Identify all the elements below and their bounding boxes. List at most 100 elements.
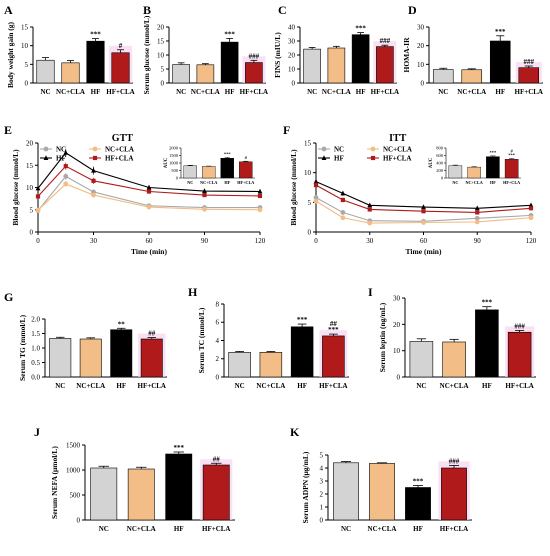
x-tick-label: HF xyxy=(225,88,235,96)
data-point xyxy=(474,215,480,221)
x-tick-label: NC xyxy=(55,382,65,390)
data-point xyxy=(321,155,327,160)
data-point xyxy=(202,188,207,194)
data-point xyxy=(421,204,426,210)
x-tick-label: NC xyxy=(416,382,426,390)
legend-label: HF xyxy=(56,155,66,163)
y-tick-label: 10 xyxy=(288,65,296,73)
y-tick-label: 30 xyxy=(417,23,425,31)
y-tick-label: 30 xyxy=(288,37,296,45)
x-tick-label: NC+CLA xyxy=(322,88,351,96)
y-tick-label: 10 xyxy=(304,169,312,177)
inset-chart: 0 500 1000 1500 2000 NC NC+CLA *** HF # HF+CLA AUC xyxy=(159,140,259,186)
series-line xyxy=(37,152,261,193)
data-point xyxy=(63,149,69,155)
data-point xyxy=(421,209,426,214)
y-tick-label: 0.5 xyxy=(31,359,40,367)
x-tick-label: NC xyxy=(40,88,50,96)
bar-hf-cla xyxy=(111,52,130,84)
panel-i: I 0 10 20 30 NC NC+CLA *** HF ### HF+CLA Serum lept… xyxy=(368,285,536,390)
y-tick-label: 0 xyxy=(320,516,324,524)
bar-hf-cla xyxy=(376,46,394,84)
y-axis-label: Serum leptin (ng/mL) xyxy=(378,302,387,372)
series-line xyxy=(315,200,532,224)
x-tick-label: 120 xyxy=(255,237,266,245)
y-axis-label: Serum TC (mmol/L) xyxy=(197,307,206,373)
panel-label: F xyxy=(283,123,290,137)
y-axis-label: AUC xyxy=(429,157,434,168)
panel-g: G 0.0 0.5 1.0 1.5 2.0 NC NC+CLA ** HF ## HF+CLA Seru… xyxy=(4,290,167,390)
x-tick-label: NC xyxy=(187,180,193,185)
data-point xyxy=(421,220,426,225)
y-tick-label: 500 xyxy=(70,491,81,499)
y-tick-label: 20 xyxy=(393,321,401,329)
significance-label: *** xyxy=(482,299,493,307)
y-tick-label: 20 xyxy=(157,23,165,31)
x-tick-label: HF xyxy=(495,88,505,96)
data-point xyxy=(367,202,373,208)
x-tick-label: 60 xyxy=(146,237,154,245)
data-point xyxy=(146,204,152,210)
y-axis-label: Serum glucose (mmol/L) xyxy=(142,15,151,94)
series-line xyxy=(315,184,532,213)
bar-nc xyxy=(172,64,190,84)
x-tick-label: 90 xyxy=(474,237,482,245)
x-tick-label: NC xyxy=(452,180,458,185)
panel-label: J xyxy=(34,425,40,439)
bar-nc-cla xyxy=(202,166,216,179)
panel-a: A 0 5 10 15 NC NC+CLA *** HF # HF+CLA Body weight g… xyxy=(4,3,135,96)
y-tick-label: 5 xyxy=(320,451,324,459)
y-tick-label: 5 xyxy=(161,65,165,73)
y-tick-label: 15 xyxy=(304,140,312,148)
significance-label: ## xyxy=(148,330,156,338)
y-axis-label: Blood glucose (mmol/L) xyxy=(11,149,20,226)
x-tick-label: NC xyxy=(99,525,109,533)
x-tick-label: HF xyxy=(413,525,423,533)
bar-nc xyxy=(49,338,72,378)
y-tick-label: 0 xyxy=(397,373,401,381)
panel-j: J 0 500 1000 1500 NC NC+CLA *** HF ## HF+CLA Serum … xyxy=(34,425,235,533)
panel-label: K xyxy=(290,425,300,439)
data-point xyxy=(528,206,534,211)
data-point xyxy=(321,146,327,152)
x-tick-label: HF xyxy=(297,382,307,390)
y-tick-label: 0 xyxy=(30,229,34,237)
y-tick-label: 0 xyxy=(176,176,179,181)
series-line xyxy=(315,181,532,209)
y-axis-label: AUC xyxy=(164,157,169,168)
panel-label: D xyxy=(408,3,417,17)
bar-hf xyxy=(486,156,500,179)
bar-hf-cla xyxy=(518,67,540,84)
bar-hf xyxy=(475,309,499,378)
series-line xyxy=(37,165,261,197)
x-axis-label: Time (min) xyxy=(406,247,442,256)
panel-label: H xyxy=(188,285,198,299)
bar-hf xyxy=(220,41,239,84)
significance-label: ### xyxy=(449,457,460,465)
bar-nc xyxy=(432,69,454,84)
x-tick-label: 120 xyxy=(526,237,537,245)
series-line xyxy=(37,183,261,211)
y-tick-label: 500 xyxy=(171,168,179,173)
x-tick-label: HF+CLA xyxy=(240,88,269,96)
chart-title: ITT xyxy=(389,133,407,144)
significance-label: ### xyxy=(380,37,391,45)
data-point xyxy=(35,207,41,213)
x-tick-label: HF+CLA xyxy=(440,525,469,533)
y-tick-label: 2.0 xyxy=(31,315,40,323)
data-point xyxy=(475,210,480,215)
x-tick-label: NC+CLA xyxy=(457,88,486,96)
y-tick-label: 20 xyxy=(288,51,296,59)
data-point xyxy=(313,195,319,200)
y-axis-label: FINS (mIU/L) xyxy=(273,32,282,78)
x-tick-label: NC xyxy=(438,88,448,96)
y-tick-label: 15 xyxy=(157,37,165,45)
bar-nc-cla xyxy=(461,69,483,84)
bar-hf-cla xyxy=(140,338,163,378)
significance-label: *** xyxy=(174,444,185,452)
y-tick-label: 5 xyxy=(30,206,34,214)
significance-label: *** xyxy=(224,151,232,156)
legend-label: NC+CLA xyxy=(383,146,412,154)
bar-nc xyxy=(333,462,359,521)
